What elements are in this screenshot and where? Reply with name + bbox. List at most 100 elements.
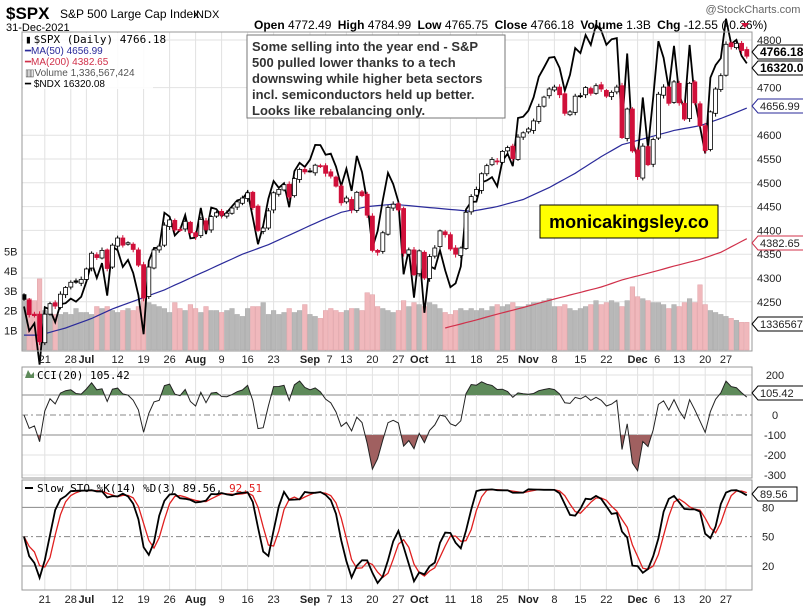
candle-body — [526, 128, 531, 133]
sto-tick-label: 50 — [762, 532, 774, 544]
candle-body — [380, 232, 386, 252]
candle-body — [47, 303, 53, 315]
candle-body — [541, 96, 547, 107]
volume-bar — [479, 308, 485, 351]
volume-bar — [744, 322, 750, 351]
x-tick-label: Aug — [185, 354, 206, 366]
sto-k-line — [23, 488, 748, 585]
volume-bar — [307, 314, 313, 351]
candle-body — [276, 189, 282, 195]
sto-d-line — [23, 488, 747, 579]
volume-bar — [598, 304, 604, 351]
volume-bar — [375, 306, 381, 351]
x-tick-label: Jul — [78, 354, 94, 366]
candle-body — [656, 93, 661, 139]
x-tick-label: 6 — [654, 354, 660, 366]
volume-bar — [369, 294, 375, 351]
candle-body — [557, 86, 562, 96]
x-tick-label: 11 — [445, 594, 456, 606]
volume-bar — [260, 302, 266, 351]
volume-bar — [115, 312, 121, 351]
volume-bar — [614, 302, 620, 351]
volume-bar — [297, 310, 303, 351]
candle-body — [713, 88, 718, 114]
volume-bar — [198, 312, 204, 351]
candle-body — [421, 251, 427, 279]
volume-bar — [687, 298, 693, 351]
candle-body — [578, 95, 583, 98]
volume-bar — [130, 310, 136, 351]
volume-bar — [229, 308, 235, 351]
x-tick-label: 20 — [366, 594, 378, 606]
candle-body — [177, 229, 183, 231]
candle-body — [624, 108, 630, 139]
volume-bar — [510, 302, 516, 351]
candle-body — [671, 81, 677, 103]
x-tick-label: 23 — [267, 594, 279, 606]
candle-body — [718, 75, 724, 90]
volume-bar — [723, 316, 729, 351]
volume-bar — [63, 312, 69, 351]
ma200-value-label-box — [751, 235, 803, 251]
candle-body — [395, 203, 401, 211]
candle-body — [208, 216, 214, 231]
candle-body — [343, 197, 349, 203]
volume-bar — [219, 312, 225, 351]
candle-body — [619, 85, 625, 138]
candle-body — [151, 249, 157, 269]
candle-body — [104, 249, 110, 269]
candle-body — [739, 42, 744, 51]
sto-legend: Slow STO %K(14) %D(3) 89.56, 92.51 — [25, 482, 262, 495]
right-value-labels: 4766.18 16320.08 4656.99 4382.65 1336567 105.… — [751, 44, 803, 502]
legend-ma200: ━MA(200) 4382.65 — [24, 57, 109, 68]
candle-body — [734, 42, 739, 49]
price-tick-label: 4450 — [757, 202, 781, 214]
volume-bar — [458, 308, 464, 351]
candle-body — [84, 268, 89, 280]
cci-tick-label: -300 — [764, 470, 786, 482]
x-tick-label: 25 — [496, 354, 508, 366]
price-tick-label: 4300 — [757, 273, 781, 285]
candle-body — [744, 49, 750, 57]
x-tick-label: Dec — [628, 354, 648, 366]
candle-body — [42, 313, 48, 344]
candle-body — [167, 219, 173, 227]
volume-bar — [224, 310, 230, 351]
candle-body — [354, 191, 360, 211]
volume-bar — [728, 318, 734, 351]
ma50-value-label: 4656.99 — [760, 101, 800, 113]
ma200-value-label: 4382.65 — [760, 238, 800, 250]
candle-body — [187, 221, 193, 234]
price-candles — [21, 40, 750, 346]
legend-volume: ▥Volume 1,336,567,424 — [25, 68, 135, 79]
candle-body — [499, 150, 505, 163]
volume-bar — [525, 304, 531, 351]
candle-body — [676, 82, 682, 104]
chart-date: 31-Dec-2021 — [6, 22, 70, 34]
volume-bar — [52, 314, 58, 351]
candle-body — [141, 264, 147, 299]
candle-body — [614, 86, 620, 93]
candle-body — [265, 210, 271, 229]
candle-body — [520, 132, 526, 138]
candle-body — [99, 249, 105, 259]
volume-bar — [713, 312, 719, 351]
volume-bar — [676, 306, 682, 351]
volume-bar — [193, 308, 199, 351]
volume-bar — [557, 306, 563, 351]
volume-bar — [109, 310, 115, 351]
volume-bar — [302, 304, 308, 351]
candle-body — [661, 86, 666, 96]
candle-body — [406, 249, 412, 255]
volume-bar — [364, 292, 370, 351]
x-tick-label: 28 — [65, 594, 77, 606]
candle-body — [510, 145, 516, 159]
x-tick-label: 21 — [39, 594, 51, 606]
cci-tick-label: -100 — [764, 430, 786, 442]
candle-body — [572, 95, 578, 113]
candle-body — [349, 199, 355, 211]
price-tick-label: 4500 — [757, 178, 781, 190]
volume-bar — [203, 306, 209, 351]
volume-bar — [78, 312, 84, 351]
